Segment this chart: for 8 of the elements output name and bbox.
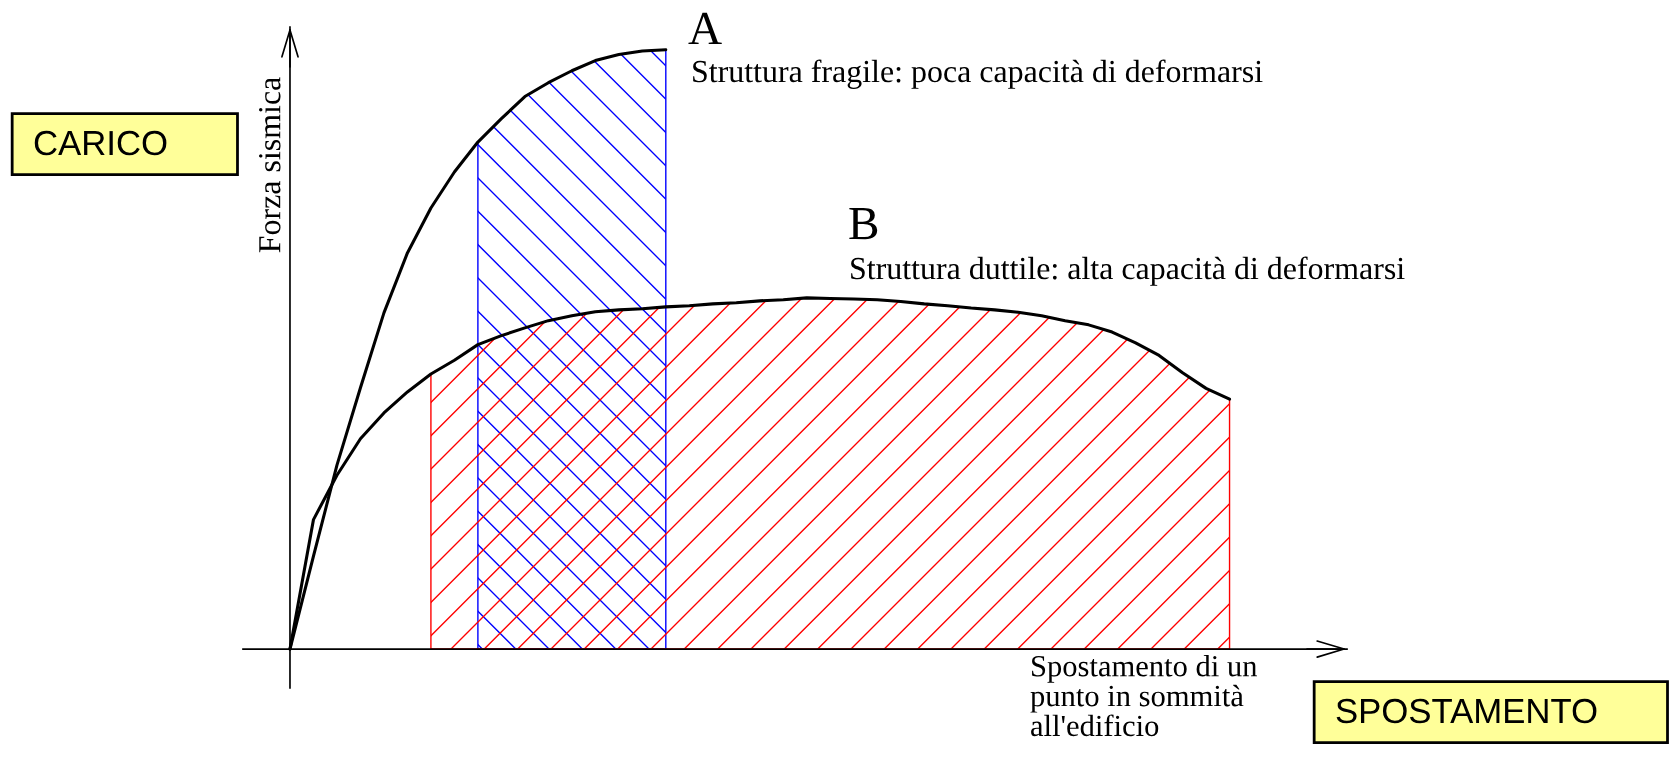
text: SPOSTAMENTO — [1336, 698, 1597, 724]
series-label: A — [688, 12, 722, 44]
series-label: B — [849, 208, 878, 240]
annotation: Struttura fragile: poca capacità di deformarsi — [693, 59, 1263, 89]
x-axis-title: Spostamento di un punto in sommità all'edificio — [1030, 655, 1257, 737]
y-axis-title: Forza sismica — [259, 77, 281, 253]
text: CARICO — [34, 130, 167, 156]
annotation: Struttura duttile: alta capacità di deformarsi — [851, 256, 1405, 286]
